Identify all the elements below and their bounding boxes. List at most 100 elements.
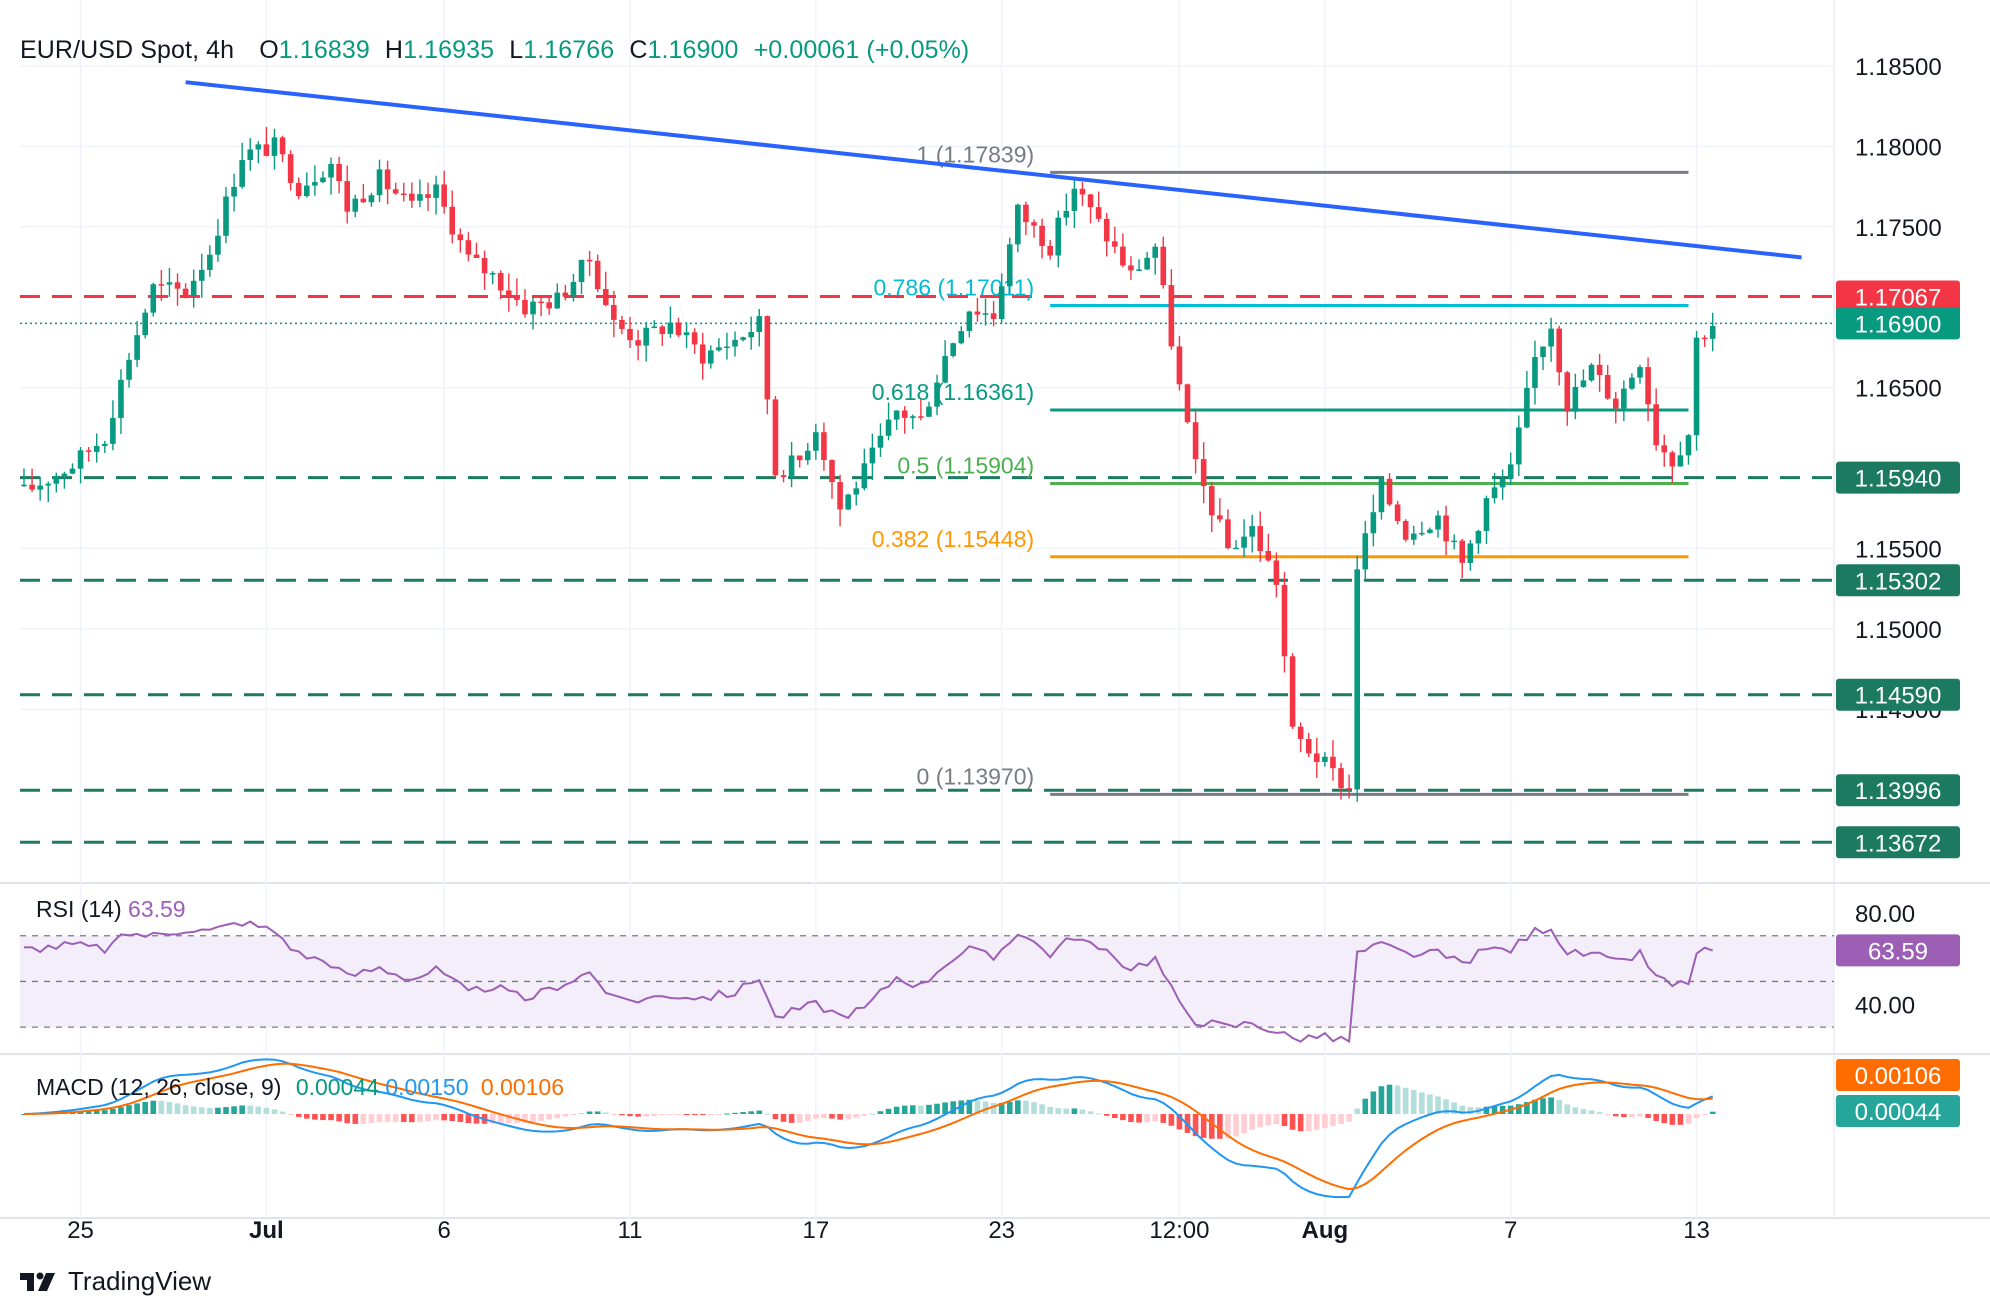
macd-histogram-bar bbox=[1063, 1108, 1070, 1114]
candle-body bbox=[837, 482, 843, 510]
change-value: +0.00061 (+0.05%) bbox=[753, 36, 970, 64]
macd-histogram-bar bbox=[578, 1113, 585, 1115]
macd-histogram-bar bbox=[449, 1114, 456, 1122]
level-price-tag-label: 1.13672 bbox=[1855, 830, 1942, 857]
macd-histogram-bar bbox=[918, 1105, 924, 1114]
macd-histogram-bar bbox=[247, 1105, 254, 1114]
candle-body bbox=[182, 288, 189, 296]
candle-body bbox=[934, 382, 940, 407]
macd-histogram-bar bbox=[457, 1114, 464, 1122]
macd-histogram-bar bbox=[934, 1103, 940, 1114]
candle-body bbox=[1621, 388, 1627, 409]
price-pane[interactable]: 1 (1.17839)0.786 (1.17011)0.618 (1.16361… bbox=[20, 80, 1834, 844]
candle-body bbox=[126, 359, 132, 380]
candle-body bbox=[1152, 246, 1158, 258]
candle-body bbox=[853, 488, 860, 495]
tradingview-icon bbox=[20, 1272, 55, 1291]
candle-body bbox=[1346, 788, 1352, 790]
candle-body bbox=[497, 273, 504, 291]
candle-body bbox=[142, 312, 148, 336]
candle-body bbox=[1540, 346, 1546, 358]
last-price-tag bbox=[1836, 307, 1960, 340]
candle-body bbox=[813, 432, 819, 451]
candle-body bbox=[247, 149, 254, 161]
macd-histogram-bar bbox=[611, 1114, 617, 1115]
candle-body bbox=[724, 346, 730, 349]
macd-legend[interactable]: MACD (12, 26, close, 9) 0.00044 0.00150 … bbox=[36, 1074, 564, 1101]
macd-histogram-bar bbox=[441, 1114, 447, 1121]
rsi-pane[interactable] bbox=[20, 920, 1834, 1044]
candle-body bbox=[877, 435, 884, 448]
macd-pane[interactable] bbox=[21, 1058, 1716, 1199]
macd-histogram-bar bbox=[1443, 1099, 1449, 1114]
time-tick-label: 7 bbox=[1504, 1217, 1517, 1244]
candle-body bbox=[772, 399, 779, 476]
candle-body bbox=[190, 280, 197, 296]
macd-histogram-bar bbox=[1168, 1114, 1175, 1126]
candle-body bbox=[998, 286, 1005, 320]
candle-body bbox=[804, 450, 811, 461]
candle-body bbox=[982, 313, 989, 315]
level-price-tag-label: 1.17067 bbox=[1855, 284, 1942, 311]
candle-body bbox=[619, 319, 625, 329]
candle-body bbox=[966, 311, 973, 332]
macd-histogram-bar bbox=[126, 1105, 132, 1114]
candle-body bbox=[1338, 768, 1344, 789]
macd-histogram-bar bbox=[724, 1113, 730, 1115]
candle-body bbox=[950, 343, 956, 356]
macd-histogram-bar bbox=[683, 1114, 690, 1115]
candle-body bbox=[1532, 357, 1538, 388]
macd-histogram-bar bbox=[1249, 1114, 1255, 1130]
macd-histogram-bar bbox=[1217, 1114, 1223, 1139]
macd-histogram-bar bbox=[368, 1114, 375, 1124]
macd-histogram-bar bbox=[990, 1102, 997, 1114]
candle-body bbox=[538, 301, 544, 304]
macd-histogram-bar bbox=[417, 1114, 423, 1122]
candle-body bbox=[433, 184, 439, 198]
macd-histogram-bar bbox=[1176, 1114, 1183, 1130]
candle-body bbox=[174, 282, 181, 289]
macd-histogram-bar bbox=[1136, 1114, 1142, 1123]
rsi-legend[interactable]: RSI (14) 63.59 bbox=[36, 896, 186, 923]
candle-body bbox=[1564, 372, 1571, 412]
macd-histogram-bar bbox=[1491, 1106, 1498, 1114]
macd-histogram-bar bbox=[1192, 1114, 1199, 1137]
symbol-title[interactable]: EUR/USD Spot, 4h bbox=[20, 36, 235, 64]
macd-histogram-bar bbox=[1103, 1114, 1110, 1116]
macd-histogram-bar bbox=[966, 1099, 973, 1114]
macd-histogram-bar bbox=[93, 1110, 100, 1114]
macd-histogram-bar bbox=[207, 1107, 213, 1114]
price-tick-label: 1.15500 bbox=[1855, 536, 1942, 563]
candle-body bbox=[85, 450, 92, 452]
macd-hist-tag-label: 0.00044 bbox=[1855, 1099, 1942, 1126]
macd-histogram-bar bbox=[1112, 1114, 1118, 1119]
candle-body bbox=[312, 182, 318, 186]
level-price-tag-label: 1.15302 bbox=[1855, 568, 1942, 595]
macd-histogram-bar bbox=[1047, 1106, 1053, 1114]
level-price-tag bbox=[1836, 774, 1960, 807]
macd-histogram-bar bbox=[861, 1114, 868, 1116]
candle-body bbox=[45, 483, 52, 486]
candle-body bbox=[21, 484, 27, 487]
macd-signal-tag bbox=[1836, 1059, 1960, 1091]
candle-body bbox=[667, 322, 674, 334]
candle-body bbox=[1491, 487, 1498, 499]
candle-body bbox=[1596, 364, 1603, 376]
macd-histogram-bar bbox=[1354, 1108, 1360, 1114]
macd-histogram-bar bbox=[1006, 1101, 1013, 1114]
candle-body bbox=[465, 240, 472, 255]
candle-body bbox=[158, 284, 165, 286]
macd-histogram-bar bbox=[764, 1113, 771, 1115]
candle-body bbox=[223, 196, 229, 236]
candle-body bbox=[287, 154, 294, 183]
candle-body bbox=[473, 254, 480, 258]
candle-body bbox=[198, 269, 205, 281]
candle-body bbox=[1645, 367, 1651, 405]
candle-body bbox=[716, 347, 722, 351]
time-tick-label: 13 bbox=[1683, 1217, 1710, 1244]
macd-histogram-bar bbox=[85, 1110, 92, 1114]
candle-body bbox=[1281, 584, 1288, 657]
tradingview-logo[interactable]: TradingView bbox=[20, 1266, 211, 1297]
candle-body bbox=[1112, 241, 1118, 247]
